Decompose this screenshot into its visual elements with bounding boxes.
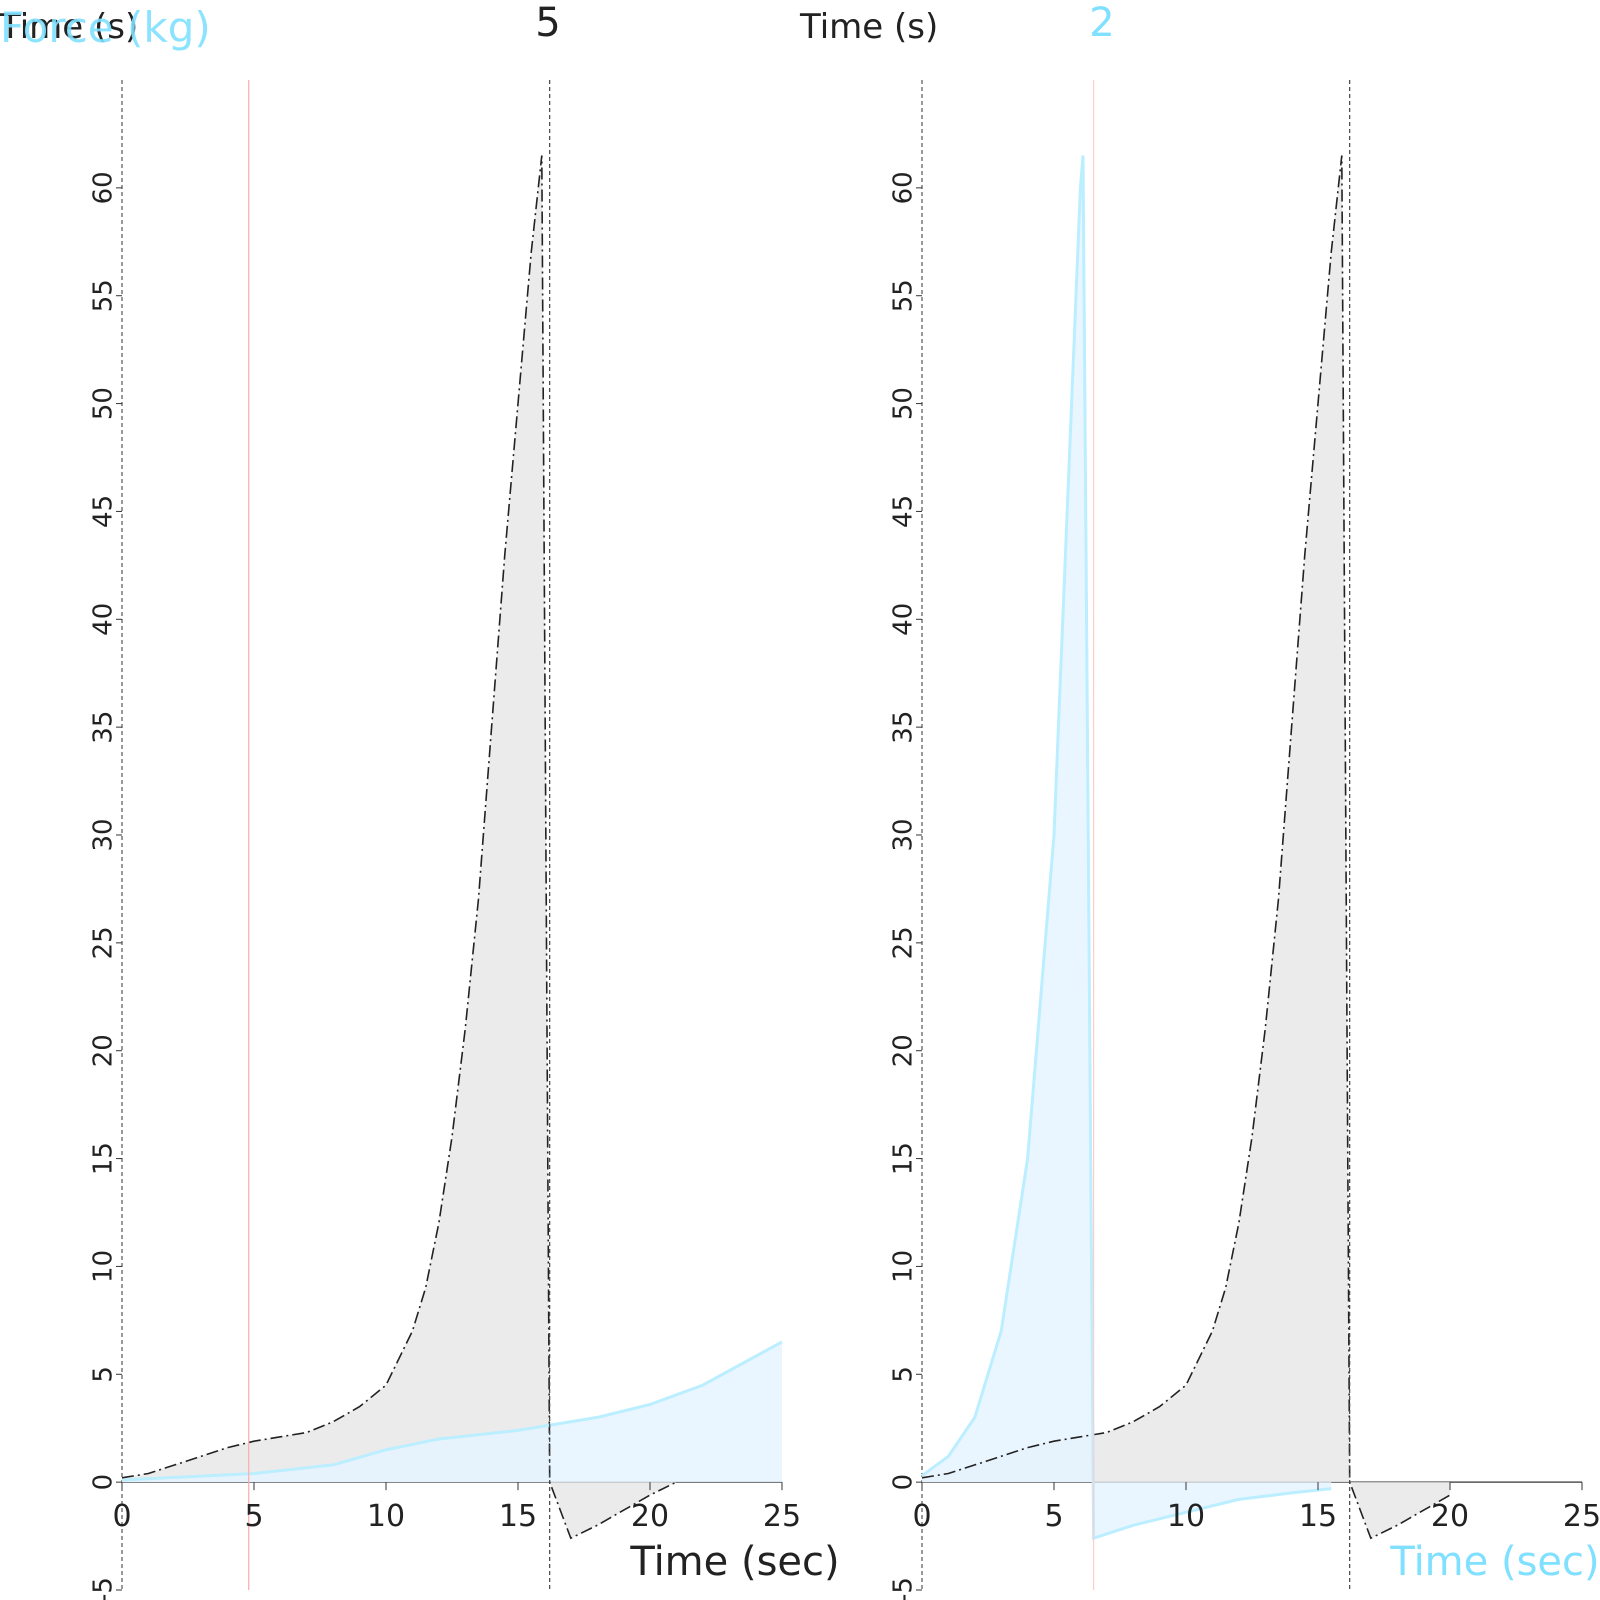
y-tick-label: 30 [889, 818, 919, 851]
y-tick-label: 10 [889, 1250, 919, 1283]
y-axis-secondary-title: Force (kg) [0, 3, 211, 52]
x-tick-label: 15 [499, 1499, 537, 1534]
y-tick-label: 20 [89, 1034, 119, 1067]
y-tick-label: 5 [89, 1366, 119, 1383]
y-tick-label: 10 [89, 1250, 119, 1283]
x-tick-label: 5 [1044, 1499, 1063, 1534]
series-2-fill [922, 155, 1332, 1539]
y-tick-label: 15 [89, 1142, 119, 1175]
y-tick-label: 60 [889, 171, 919, 204]
y-tick-label: 0 [889, 1474, 919, 1491]
y-tick-label: 40 [89, 603, 119, 636]
y-tick-label: 35 [889, 711, 919, 744]
series-1-fill [122, 155, 677, 1539]
y-tick-label: 20 [889, 1034, 919, 1067]
y-tick-label: 50 [89, 387, 119, 420]
y-tick-label: 25 [89, 926, 119, 959]
x-tick-label: 20 [1431, 1499, 1469, 1534]
series-2-line [121, 1340, 783, 1482]
series-1-line [121, 155, 677, 1540]
y-axis-title: Time (s) [799, 7, 938, 47]
y-tick-label: 40 [889, 603, 919, 636]
x-tick-label: 20 [631, 1499, 669, 1534]
y-tick-label: 55 [89, 279, 119, 312]
x-axis-title: Time (sec) [1389, 1539, 1599, 1585]
series-2-fill [122, 1341, 782, 1483]
y-tick-label: 30 [89, 818, 119, 851]
chart-panel-1: -5 0 5 10 15 20 25 30 35 40 45 50 55 60 0 5 10 15 20 25 Time… [0, 0, 840, 1600]
panel-label: 2 [1089, 0, 1114, 46]
y-tick-label: -5 [89, 1577, 119, 1600]
y-tick-label: 50 [889, 387, 919, 420]
x-tick-label: 10 [1167, 1499, 1205, 1534]
y-tick-label: 5 [889, 1366, 919, 1383]
series-2-line [921, 155, 1332, 1541]
y-tick-label: 0 [89, 1474, 119, 1491]
y-tick-label: 15 [889, 1142, 919, 1175]
y-axis-title: Time (s) [0, 7, 138, 47]
y-tick-label: 45 [89, 495, 119, 528]
chart-panel-2: -5 0 5 10 15 20 25 30 35 40 45 50 55 60 0 5 10 15 20 25 Time… [799, 0, 1600, 1600]
y-tick-label: -5 [889, 1577, 919, 1600]
y-tick-label: 55 [889, 279, 919, 312]
x-axis-title: Time (sec) [629, 1539, 839, 1585]
x-tick-label: 0 [912, 1499, 931, 1534]
x-tick-label: 15 [1299, 1499, 1337, 1534]
series-1-line [921, 155, 1451, 1540]
y-tick-label: 60 [89, 171, 119, 204]
x-tick-label: 5 [244, 1499, 263, 1534]
x-tick-label: 10 [367, 1499, 405, 1534]
x-tick-label: 25 [1563, 1499, 1600, 1534]
panel-label: 5 [535, 0, 560, 46]
series-1-fill [922, 155, 1450, 1539]
y-tick-label: 35 [89, 711, 119, 744]
y-tick-label: 45 [889, 495, 919, 528]
x-tick-label: 0 [112, 1499, 131, 1534]
x-tick-label: 25 [763, 1499, 801, 1534]
y-tick-label: 25 [889, 926, 919, 959]
